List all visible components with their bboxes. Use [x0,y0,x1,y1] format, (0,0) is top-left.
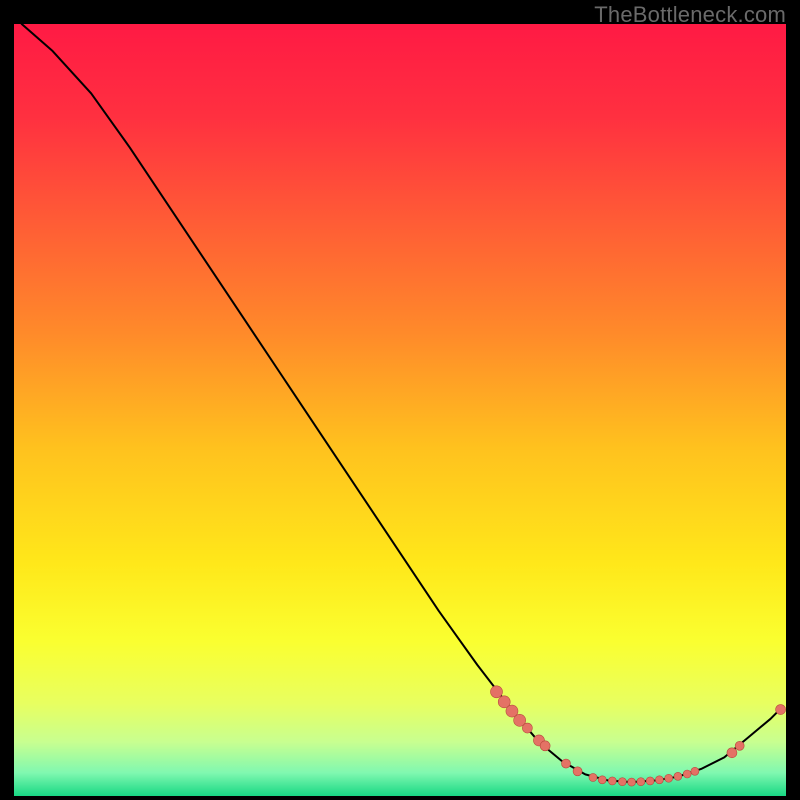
data-marker [522,723,532,733]
data-marker [655,776,663,784]
data-marker [646,777,654,785]
data-marker [491,686,503,698]
data-marker [618,778,626,786]
chart-plot-area [14,24,786,796]
data-marker [637,778,645,786]
data-marker [735,741,744,750]
data-marker [674,772,682,780]
data-marker [683,770,691,778]
data-marker [573,767,582,776]
chart-svg [14,24,786,796]
data-marker [540,741,550,751]
data-marker [665,774,673,782]
chart-background [14,24,786,796]
data-marker [628,778,636,786]
data-marker [561,759,570,768]
data-marker [608,777,616,785]
data-marker [691,767,699,775]
data-marker [589,773,597,781]
data-marker [727,748,737,758]
data-marker [776,705,786,715]
data-marker [598,776,606,784]
